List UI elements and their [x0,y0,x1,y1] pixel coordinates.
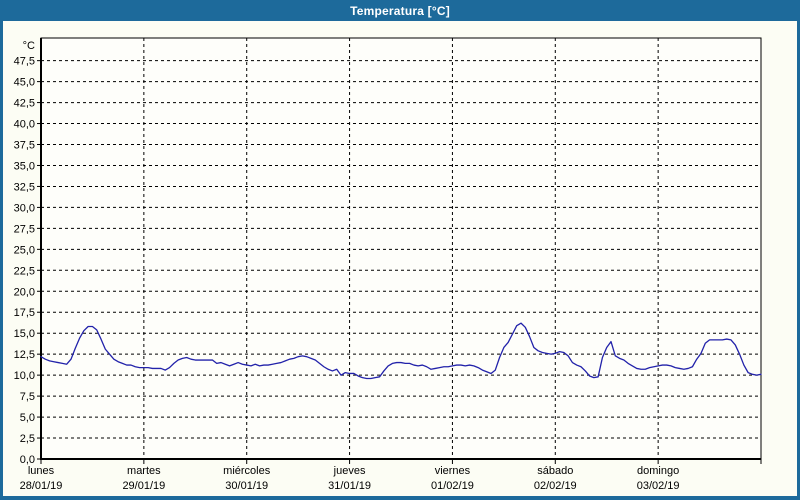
y-axis-tick-label: 2,5 [20,433,35,445]
y-axis-tick-label: 12,5 [14,349,35,361]
y-axis-tick-label: 47,5 [14,56,35,68]
x-axis-date-label: 02/02/19 [534,480,577,492]
y-axis-tick-label: 15,0 [14,328,35,340]
y-axis-tick-label: 35,0 [14,160,35,172]
plot-background [41,38,761,459]
chart-svg: 0,0 2,5 5,0 7,5 10,0 12,5 15,0 17,5 20,0 22,5 25,0… [14,37,762,492]
window-titlebar: Temperatura [°C] [0,0,800,21]
x-axis-day-label: jueves [333,465,366,477]
y-axis-tick-label: 10,0 [14,370,35,382]
x-axis-date-label: 29/01/19 [122,480,165,492]
temperature-line [40,322,762,380]
y-axis-tick-label: 30,0 [14,202,35,214]
y-axis-tick-label: 42,5 [14,98,35,110]
y-axis-tick-label: 27,5 [14,223,35,235]
y-axis-tick-label: 5,0 [20,412,35,424]
y-axis-tick-label: 22,5 [14,265,35,277]
y-axis-tick-label: 45,0 [14,77,35,89]
x-axis-day-label: miércoles [223,465,271,477]
y-axis-tick-label: 17,5 [14,307,35,319]
x-axis-day-label: martes [127,465,161,477]
y-axis-tick-label: 20,0 [14,286,35,298]
x-axis-date-label: 28/01/19 [20,480,63,492]
x-axis-day-label: viernes [435,465,471,477]
x-axis-date-label: 30/01/19 [225,480,268,492]
y-axis-tick-label: 7,5 [20,391,35,403]
y-axis-tick-label: 40,0 [14,119,35,131]
x-axis-date-label: 03/02/19 [637,480,680,492]
y-axis-tick-label: 32,5 [14,181,35,193]
y-axis-tick-label: 37,5 [14,140,35,152]
y-axis-tick-label: 25,0 [14,244,35,256]
y-axis-unit-label: °C [23,40,35,52]
x-axis-day-label: sábado [537,465,573,477]
x-axis-date-label: 31/01/19 [328,480,371,492]
x-axis-date-label: 01/02/19 [431,480,474,492]
y-axis-tick-label: 0,0 [20,454,35,466]
chart-client-area: 0,0 2,5 5,0 7,5 10,0 12,5 15,0 17,5 20,0 22,5 25,0… [3,21,797,496]
x-axis-day-label: lunes [28,465,55,477]
x-axis-day-label: domingo [637,465,679,477]
window-title: Temperatura [°C] [350,3,450,18]
